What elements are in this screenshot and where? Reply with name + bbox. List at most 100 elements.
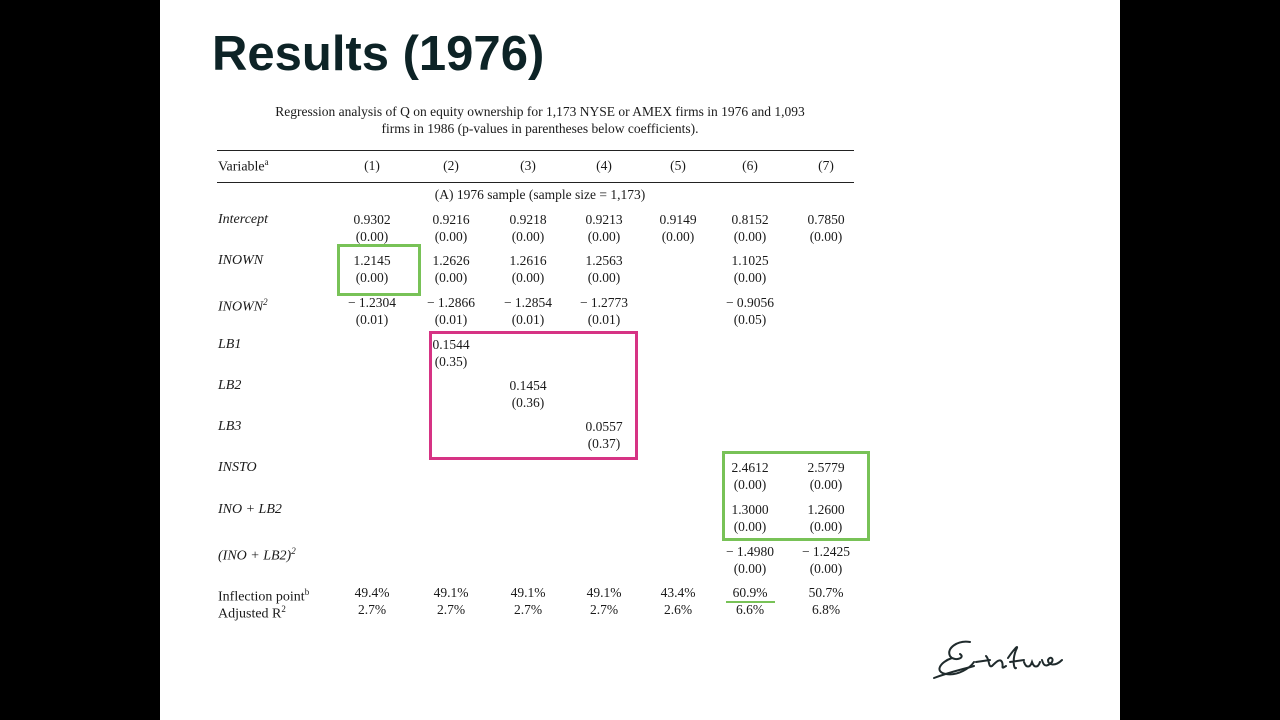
caption-line-1: Regression analysis of Q on equity owner… — [275, 104, 805, 119]
coefficient: 1.2600 — [807, 502, 845, 517]
row-label-text: INSTO — [218, 460, 257, 475]
row-label-ino-lb2-squared: (INO + LB2)2 — [218, 543, 296, 565]
coefficient: − 1.2425 — [801, 544, 851, 559]
panel-label: (A) 1976 sample (sample size = 1,173) — [434, 187, 646, 202]
row-label-sup: 2 — [281, 604, 286, 614]
coefficient: 0.9149 — [659, 212, 697, 227]
table-cell: 0.7850 (0.00) — [796, 211, 856, 245]
variable-header-text: Variable — [218, 159, 265, 175]
coefficient: 0.7850 — [807, 212, 845, 227]
table-cell: 0.9149 (0.00) — [648, 211, 708, 245]
coefficient: 1.2563 — [585, 253, 623, 268]
row-label-text: (INO + LB2) — [218, 548, 292, 564]
row-label-inown-squared: INOWN2 — [218, 294, 268, 316]
row-label-text: LB1 — [218, 337, 242, 352]
table-cell: 0.1544 (0.35) — [421, 336, 481, 370]
row-label-text: Intercept — [218, 212, 269, 227]
p-value: (0.00) — [434, 270, 468, 285]
row-label-lb2: LB2 — [218, 377, 241, 394]
p-value: (0.00) — [809, 561, 843, 576]
row-label-sup: b — [304, 587, 310, 597]
table-cell: − 1.2854 (0.01) — [498, 294, 558, 328]
variable-header: Variablea — [218, 157, 269, 176]
table-cell: 0.1454 (0.36) — [498, 377, 558, 411]
p-value: (0.00) — [809, 519, 843, 534]
coefficient: 1.2626 — [432, 253, 470, 268]
adjusted-r2-value: 2.6% — [663, 602, 693, 617]
coefficient: 0.1454 — [509, 378, 547, 393]
table-cell: 0.8152 (0.00) — [720, 211, 780, 245]
row-label-adjusted-r2: Adjusted R2 — [218, 601, 286, 623]
p-value: (0.00) — [733, 477, 767, 492]
table-cell: 0.9216 (0.00) — [421, 211, 481, 245]
caption-line-2: firms in 1986 (p-values in parentheses b… — [381, 121, 699, 136]
coefficient: − 1.4980 — [725, 544, 775, 559]
coefficient: − 1.2304 — [347, 295, 397, 310]
header-rule — [217, 182, 854, 183]
table-cell: 2.4612 (0.00) — [720, 459, 780, 493]
row-label-inown: INOWN — [218, 252, 263, 269]
slide-title: Results (1976) — [212, 27, 545, 81]
coefficient: 0.9213 — [585, 212, 623, 227]
adjusted-r2-value: 6.6% — [735, 602, 765, 617]
adjusted-r2-value: 2.7% — [589, 602, 619, 617]
inflection-underline — [726, 601, 775, 603]
highlight-box-inown-1 — [337, 244, 421, 296]
p-value: (0.00) — [355, 229, 389, 244]
table-cell: − 1.2866 (0.01) — [421, 294, 481, 328]
top-rule — [217, 150, 854, 151]
coefficient: 0.9216 — [432, 212, 470, 227]
p-value: (0.00) — [511, 229, 545, 244]
column-header: (2) — [443, 158, 459, 173]
coefficient: 2.5779 — [807, 460, 845, 475]
table-cell: 0.9218 (0.00) — [498, 211, 558, 245]
adjusted-r2-value: 2.7% — [513, 602, 543, 617]
inflection-point-value: 49.1% — [586, 585, 622, 600]
p-value: (0.00) — [809, 477, 843, 492]
p-value: (0.00) — [733, 270, 767, 285]
row-label-inflection-point: Inflection pointb — [218, 584, 309, 606]
table-cell: − 1.2425 (0.00) — [796, 543, 856, 577]
coefficient: 1.1025 — [731, 253, 769, 268]
table-cell: 1.2145 (0.00) — [342, 252, 402, 286]
coefficient: − 0.9056 — [725, 295, 775, 310]
p-value: (0.37) — [587, 436, 621, 451]
column-header: (4) — [596, 158, 612, 173]
table-cell: − 1.4980 (0.00) — [720, 543, 780, 577]
adjusted-r2-value: 6.8% — [811, 602, 841, 617]
signature-icon — [933, 640, 1063, 679]
table-cell: 0.0557 (0.37) — [574, 418, 634, 452]
p-value: (0.00) — [733, 229, 767, 244]
p-value: (0.01) — [434, 312, 468, 327]
table-cell: 1.2563 (0.00) — [574, 252, 634, 286]
inflection-point-value: 49.4% — [354, 585, 390, 600]
coefficient: − 1.2866 — [426, 295, 476, 310]
p-value: (0.00) — [809, 229, 843, 244]
coefficient: 1.2145 — [353, 253, 391, 268]
coefficient: 1.2616 — [509, 253, 547, 268]
table-cell: − 0.9056 (0.05) — [720, 294, 780, 328]
row-label-lb1: LB1 — [218, 336, 241, 353]
table-cell: − 1.2773 (0.01) — [574, 294, 634, 328]
table-cell: 1.2626 (0.00) — [421, 252, 481, 286]
row-label-text: Adjusted R — [218, 606, 282, 622]
table-cell: 1.2616 (0.00) — [498, 252, 558, 286]
p-value: (0.00) — [355, 270, 389, 285]
highlight-box-lb — [429, 331, 638, 460]
table-cell: 0.9302 (0.00) — [342, 211, 402, 245]
coefficient: 0.8152 — [731, 212, 769, 227]
highlight-box-insto — [722, 451, 870, 541]
p-value: (0.01) — [355, 312, 389, 327]
p-value: (0.00) — [733, 519, 767, 534]
row-label-intercept: Intercept — [218, 211, 268, 228]
table-cell: − 1.2304 (0.01) — [342, 294, 402, 328]
table-cell: 2.5779 (0.00) — [796, 459, 856, 493]
coefficient: 0.9218 — [509, 212, 547, 227]
row-label-text: Inflection point — [218, 589, 305, 605]
p-value: (0.00) — [434, 229, 468, 244]
column-header: (5) — [670, 158, 686, 173]
variable-header-sup: a — [264, 157, 269, 167]
inflection-point-value: 49.1% — [433, 585, 469, 600]
column-header: (1) — [364, 158, 380, 173]
column-header: (7) — [818, 158, 834, 173]
